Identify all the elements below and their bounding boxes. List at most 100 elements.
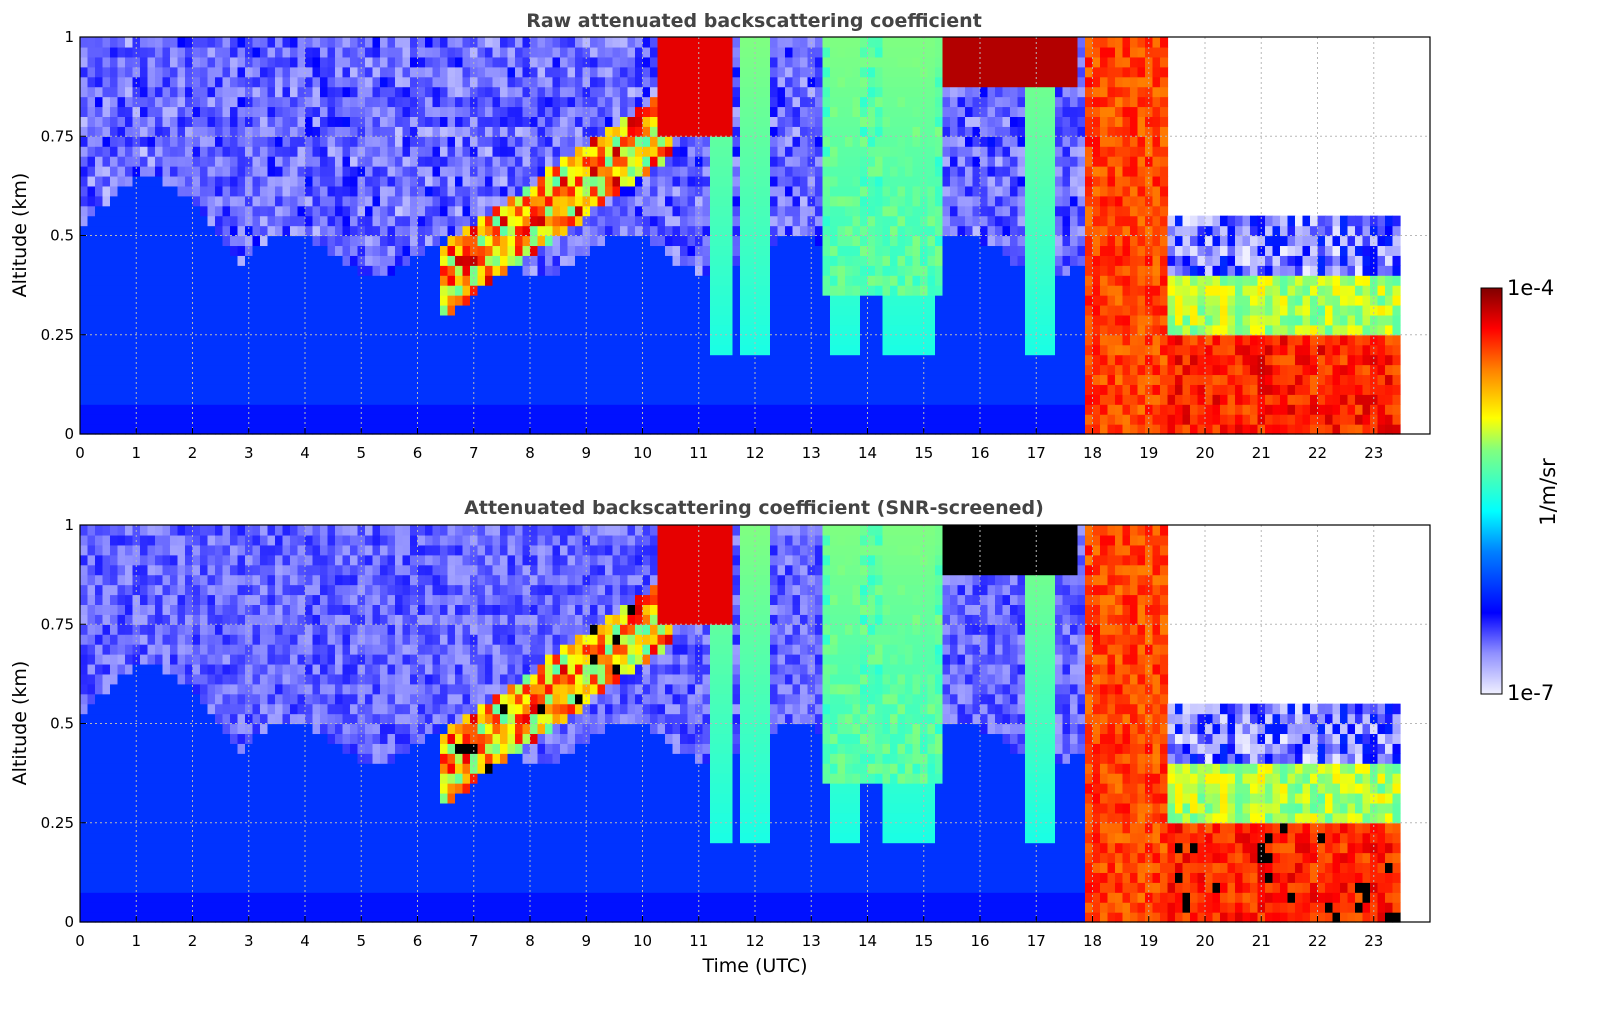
heatmap-cell (687, 255, 696, 266)
heatmap-cell (425, 255, 434, 266)
heatmap-cell (882, 324, 891, 336)
heatmap-cell (665, 404, 674, 415)
heatmap-cell (222, 235, 231, 247)
heatmap-cell (237, 404, 246, 415)
heatmap-cell (567, 235, 576, 247)
heatmap-cell (837, 166, 846, 177)
heatmap-cell (282, 215, 291, 227)
heatmap-cell (237, 414, 246, 425)
heatmap-cell (147, 324, 156, 336)
heatmap-cell (807, 195, 816, 207)
heatmap-cell (725, 344, 734, 356)
heatmap-cell (275, 146, 284, 157)
heatmap-cell (837, 275, 846, 286)
heatmap-cell (170, 384, 179, 395)
heatmap-cell (552, 265, 561, 276)
heatmap-cell (762, 364, 771, 376)
heatmap-cell (95, 384, 104, 395)
heatmap-cell (260, 175, 269, 187)
heatmap-cell (672, 404, 681, 415)
heatmap-cell (222, 156, 231, 167)
heatmap-cell (305, 215, 314, 227)
heatmap-cell (747, 354, 756, 366)
heatmap-cell (222, 275, 231, 286)
heatmap-cell (777, 275, 786, 286)
heatmap-cell (185, 136, 194, 147)
heatmap-cell (762, 334, 771, 346)
heatmap-cell (740, 106, 749, 117)
heatmap-cell (552, 285, 561, 296)
heatmap-cell (222, 126, 231, 137)
heatmap-cell (462, 185, 471, 197)
heatmap-cell (372, 245, 381, 256)
heatmap-cell (545, 295, 554, 306)
heatmap-cell (522, 86, 531, 98)
heatmap-cell (567, 215, 576, 227)
heatmap-cell (275, 285, 284, 296)
heatmap-cell (117, 205, 126, 217)
heatmap-cell (777, 175, 786, 187)
heatmap-cell (425, 86, 434, 98)
heatmap-cell (275, 46, 284, 58)
heatmap-cell (162, 314, 171, 326)
heatmap-cell (357, 414, 366, 425)
heatmap-cell (687, 424, 696, 435)
heatmap-cell (800, 66, 809, 78)
heatmap-cell (95, 76, 104, 88)
heatmap-cell (1002, 166, 1011, 177)
heatmap-cell (830, 255, 839, 266)
heatmap-cell (477, 66, 486, 78)
heatmap-cell (912, 215, 921, 227)
heatmap-cell (717, 37, 726, 48)
heatmap-cell (777, 404, 786, 415)
heatmap-cell (117, 166, 126, 177)
heatmap-cell (177, 185, 186, 197)
heatmap-cell (500, 334, 509, 346)
heatmap-cell (417, 156, 426, 167)
heatmap-cell (965, 324, 974, 336)
heatmap-cell (155, 225, 164, 237)
heatmap-cell (950, 185, 959, 197)
heatmap-cell (822, 175, 831, 187)
heatmap-cell (605, 275, 614, 286)
heatmap-cell (507, 37, 516, 48)
heatmap-cell (605, 66, 614, 78)
heatmap-cell (680, 354, 689, 366)
heatmap-cell (725, 37, 734, 48)
heatmap-cell (702, 394, 711, 405)
heatmap-cell (320, 374, 329, 385)
heatmap-cell (222, 384, 231, 395)
heatmap-cell (747, 215, 756, 227)
heatmap-cell (957, 136, 966, 147)
heatmap-cell (207, 185, 216, 197)
heatmap-cell (635, 116, 644, 127)
heatmap-cell (717, 56, 726, 68)
heatmap-cell (252, 424, 261, 435)
heatmap-cell (147, 166, 156, 177)
heatmap-cell (290, 116, 299, 127)
heatmap-cell (507, 136, 516, 147)
heatmap-cell (980, 37, 989, 48)
heatmap-cell (957, 195, 966, 207)
heatmap-cell (725, 126, 734, 137)
heatmap-cell (882, 334, 891, 346)
heatmap-cell (770, 116, 779, 127)
heatmap-cell (110, 66, 119, 78)
heatmap-cell (305, 304, 314, 316)
heatmap-cell (387, 285, 396, 296)
heatmap-cell (770, 166, 779, 177)
heatmap-cell (770, 354, 779, 366)
heatmap-cell (725, 265, 734, 276)
heatmap-cell (102, 324, 111, 336)
heatmap-cell (305, 185, 314, 197)
heatmap-cell (972, 424, 981, 435)
heatmap-cell (627, 374, 636, 385)
heatmap-cell (485, 245, 494, 256)
heatmap-cell (95, 86, 104, 98)
heatmap-cell (567, 354, 576, 366)
heatmap-cell (965, 374, 974, 385)
heatmap-cell (282, 156, 291, 167)
heatmap-cell (417, 37, 426, 48)
heatmap-cell (972, 384, 981, 395)
heatmap-cell (987, 344, 996, 356)
